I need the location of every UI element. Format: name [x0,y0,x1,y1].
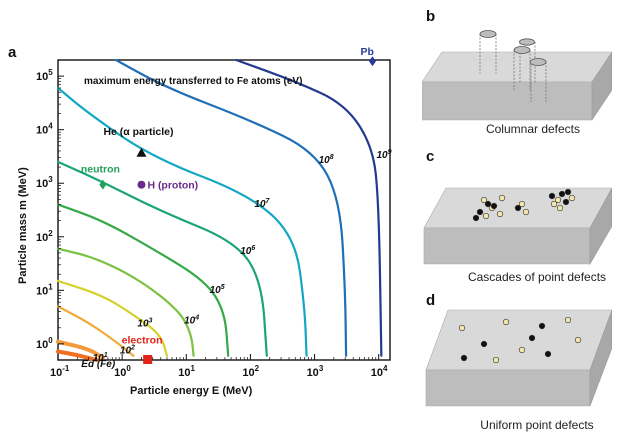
particle-marker [136,147,147,157]
vacancy-dot [480,340,488,348]
particle-marker [368,56,376,67]
panel-letter-a: a [8,44,17,61]
contour-line [56,339,105,360]
vacancy-dot [514,204,522,212]
contour-line [56,86,308,357]
particle-label: electron [122,334,163,346]
x-tick-label: 10-1 [50,364,70,379]
columnar-defects-illustration [422,30,612,121]
y-tick-label: 103 [36,175,53,190]
x-tick-label: 101 [178,364,195,379]
y-tick-label: 105 [36,68,53,83]
y-tick-label: 101 [36,282,53,297]
particle-marker [99,179,107,190]
vacancy-dot [490,202,498,210]
interstitial-dot [480,196,488,204]
interstitial-dot [492,356,500,364]
vacancy-dot [564,188,572,196]
contour-line [114,58,348,357]
interstitial-dot [518,200,526,208]
particle-label: He (α particle) [103,126,173,138]
plot-frame [57,59,391,361]
x-tick-label: 102 [242,364,259,379]
y-tick-label: 100 [36,336,53,351]
vacancy-dot [548,192,556,200]
contour-line [56,203,230,357]
particle-label: Pb [360,46,373,58]
vacancy-dot [484,200,492,208]
panel-letter-c: c [426,148,435,165]
contour-label: 107 [254,198,270,210]
contour-line [235,58,383,357]
x-tick-label: 103 [307,364,324,379]
caption-uniform-defects: Uniform point defects [480,418,594,432]
vacancy-dot [476,208,484,216]
interstitial-dot [556,204,564,212]
interstitial-dot [518,346,526,354]
interstitial-dot [522,208,530,216]
y-axis-label: Particle mass m (MeV) [17,167,29,284]
interstitial-dot [498,194,506,202]
contour-label: 104 [184,315,199,327]
vacancy-dot [558,190,566,198]
x-tick-label: 100 [114,364,131,379]
contour-label: 105 [210,284,225,296]
interstitial-dot [482,212,490,220]
interstitial-dot [458,324,466,332]
interstitial-dot [502,318,510,326]
contour-line [56,247,195,357]
panel-letter-b: b [426,8,436,25]
interstitial-dot [496,210,504,218]
contour-label: Ed (Fe) [81,359,116,370]
interstitial-dot [574,336,582,344]
interstitial-dot [564,316,572,324]
interstitial-dot [550,200,558,208]
caption-columnar-defects: Columnar defects [485,122,581,136]
vacancy-dot [538,322,546,330]
contour-line [56,305,135,357]
panel-letter-d: d [426,292,436,309]
caption-cascade-defects: Cascades of point defects [467,270,607,284]
vacancy-dot [460,354,468,362]
vacancy-dot [528,334,536,342]
vacancy-dot [562,198,570,206]
x-axis-label: Particle energy E (MeV) [130,385,253,397]
contour-line [56,279,169,357]
y-tick-label: 104 [36,122,53,137]
chart-title: maximum energy transferred to Fe atoms (… [84,76,302,87]
particle-marker [143,354,153,364]
contour-line [56,349,99,362]
uniform-defects-illustration [425,309,612,407]
y-tick-label: 102 [36,229,53,244]
cascade-defects-illustration [423,187,612,266]
interstitial-dot [568,194,576,202]
vacancy-dot [472,214,480,222]
particle-label: neutron [81,164,120,176]
particle-label: H (proton) [147,180,198,192]
interstitial-dot [554,196,562,204]
particle-marker [137,180,146,189]
vacancy-dot [544,350,552,358]
contour-label: 106 [240,245,255,257]
contour-label: 108 [319,154,334,166]
x-tick-label: 104 [371,364,388,379]
contour-line [56,160,268,357]
